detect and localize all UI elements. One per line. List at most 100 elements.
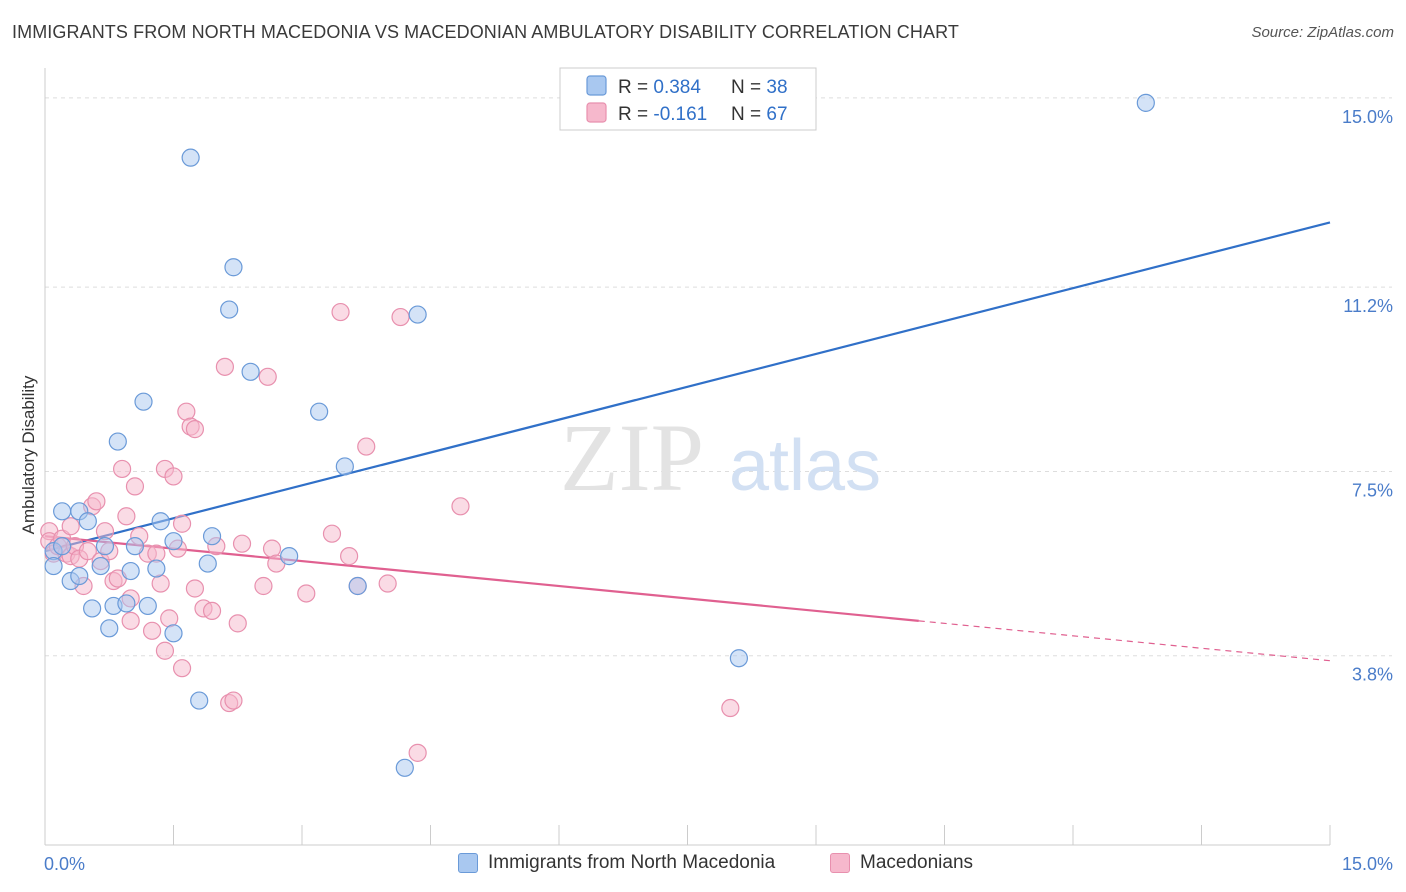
trendline-immigrants [44, 221, 1331, 553]
immigrants-point-22 [164, 624, 183, 643]
macedonians-point-60 [408, 743, 427, 762]
legend-n-value-2: 67 [766, 104, 787, 125]
immigrants-point-6 [70, 566, 89, 586]
immigrants-point-26 [202, 527, 222, 546]
immigrants-point-23 [181, 148, 200, 167]
legend-item-macedonians[interactable]: Macedonians [830, 852, 973, 874]
macedonians-point-31 [160, 609, 179, 628]
legend-label-macedonians: Macedonians [860, 852, 974, 873]
immigrants-point-34 [395, 758, 414, 777]
macedonians-point-7 [61, 517, 80, 536]
y-tick-label-2: 11.2% [1343, 296, 1393, 316]
immigrants-point-36 [729, 649, 749, 668]
macedonians-point-13 [87, 492, 106, 511]
macedonians-point-46 [228, 614, 247, 633]
legend-item-immigrants[interactable]: Immigrants from North Macedonia [458, 852, 775, 874]
watermark-atlas: atlas [729, 426, 881, 506]
immigrants-point-7 [78, 512, 97, 531]
legend-n-label-2: N = [731, 104, 766, 125]
macedonians-point-54 [331, 302, 350, 322]
macedonians-point-59 [391, 307, 410, 327]
trendline-macedonians [44, 535, 919, 622]
immigrants-point-29 [241, 362, 260, 381]
immigrants-point-13 [108, 432, 127, 451]
y-tick-label-3: 15.0% [1342, 107, 1393, 127]
immigrants-point-18 [138, 596, 157, 616]
macedonians-point-41 [202, 601, 222, 621]
immigrants-point-14 [117, 594, 136, 613]
immigrants-point-30 [280, 547, 299, 566]
immigrants-point-8 [83, 599, 102, 618]
trendline-macedonians-extrapolated [918, 620, 1331, 662]
macedonians-point-62 [721, 698, 740, 718]
macedonians-point-50 [262, 539, 282, 558]
immigrants-point-16 [125, 537, 145, 556]
macedonians-point-20 [117, 507, 136, 526]
svg-text:N = 38: N = 38 [731, 77, 788, 98]
legend-swatch-blue [586, 75, 607, 96]
macedonians-point-29 [155, 641, 175, 660]
immigrants-point-10 [95, 537, 115, 556]
macedonians-point-19 [112, 459, 132, 479]
immigrants-point-17 [134, 392, 153, 411]
legend-n-label-1: N = [731, 77, 766, 98]
legend-r-label-1: R = [618, 77, 653, 98]
macedonians-point-52 [297, 584, 316, 603]
macedonians-point-39 [185, 579, 205, 598]
immigrants-point-37 [1136, 93, 1155, 112]
immigrants-point-21 [164, 532, 183, 551]
x-tick-label-max: 15.0% [1342, 854, 1393, 874]
legend-stats: R = 0.384 N = 38 R = -0.161 N = 67 [559, 67, 817, 131]
grid-lines [45, 97, 1392, 657]
y-tick-label-0: 3.8% [1352, 665, 1393, 685]
y-axis-label: Ambulatory Disability [19, 375, 38, 534]
macedonians-point-49 [258, 367, 277, 386]
immigrants-point-31 [310, 402, 329, 421]
immigrants-point-3 [53, 537, 72, 556]
y-tick-labels: 3.8% 7.5% 11.2% 15.0% [1342, 107, 1393, 685]
immigrants-point-2 [53, 502, 72, 521]
macedonians-point-34 [172, 514, 192, 533]
immigrants-point-27 [220, 300, 239, 319]
immigrants-point-35 [408, 305, 427, 324]
macedonians-point-57 [357, 437, 376, 456]
legend-n-value-1: 38 [766, 77, 787, 98]
immigrants-point-19 [147, 559, 166, 578]
immigrants-point-9 [91, 556, 110, 576]
chart-title: IMMIGRANTS FROM NORTH MACEDONIA VS MACED… [12, 22, 959, 42]
macedonians-point-58 [378, 574, 397, 593]
macedonians-point-22 [121, 611, 140, 630]
immigrants-point-20 [151, 512, 170, 531]
macedonians-point-35 [172, 659, 192, 678]
y-tick-label-1: 7.5% [1352, 480, 1393, 500]
svg-text:R = 0.384: R = 0.384 [618, 77, 701, 98]
macedonians-point-28 [151, 574, 170, 593]
legend-r-label-2: R = [618, 104, 653, 125]
macedonians-point-26 [142, 621, 162, 640]
macedonians-point-48 [254, 576, 273, 596]
macedonians-point-11 [78, 542, 97, 561]
legend-label-immigrants: Immigrants from North Macedonia [488, 852, 776, 873]
macedonians-point-55 [340, 547, 359, 566]
immigrants-point-15 [121, 561, 140, 581]
legend-swatch-macedonians [830, 853, 850, 873]
immigrants-point-1 [44, 556, 63, 576]
source-label: Source: ZipAtlas.com [1251, 24, 1394, 41]
trend-lines [44, 221, 1331, 662]
macedonians-point-38 [185, 420, 205, 439]
immigrants-point-24 [190, 691, 209, 710]
data-points [40, 93, 1155, 777]
immigrants-point-28 [224, 258, 243, 277]
axes [44, 68, 1331, 846]
watermark: ZIP atlas [560, 404, 881, 511]
immigrants-point-32 [335, 457, 354, 476]
macedonians-point-43 [215, 357, 234, 376]
macedonians-point-23 [125, 477, 145, 496]
macedonians-point-53 [322, 524, 342, 543]
macedonians-point-36 [177, 402, 196, 421]
legend-series: Immigrants from North Macedonia Macedoni… [0, 850, 1406, 880]
svg-text:N = 67: N = 67 [731, 104, 788, 125]
immigrants-point-11 [100, 619, 119, 638]
legend-swatch-pink [586, 102, 607, 123]
